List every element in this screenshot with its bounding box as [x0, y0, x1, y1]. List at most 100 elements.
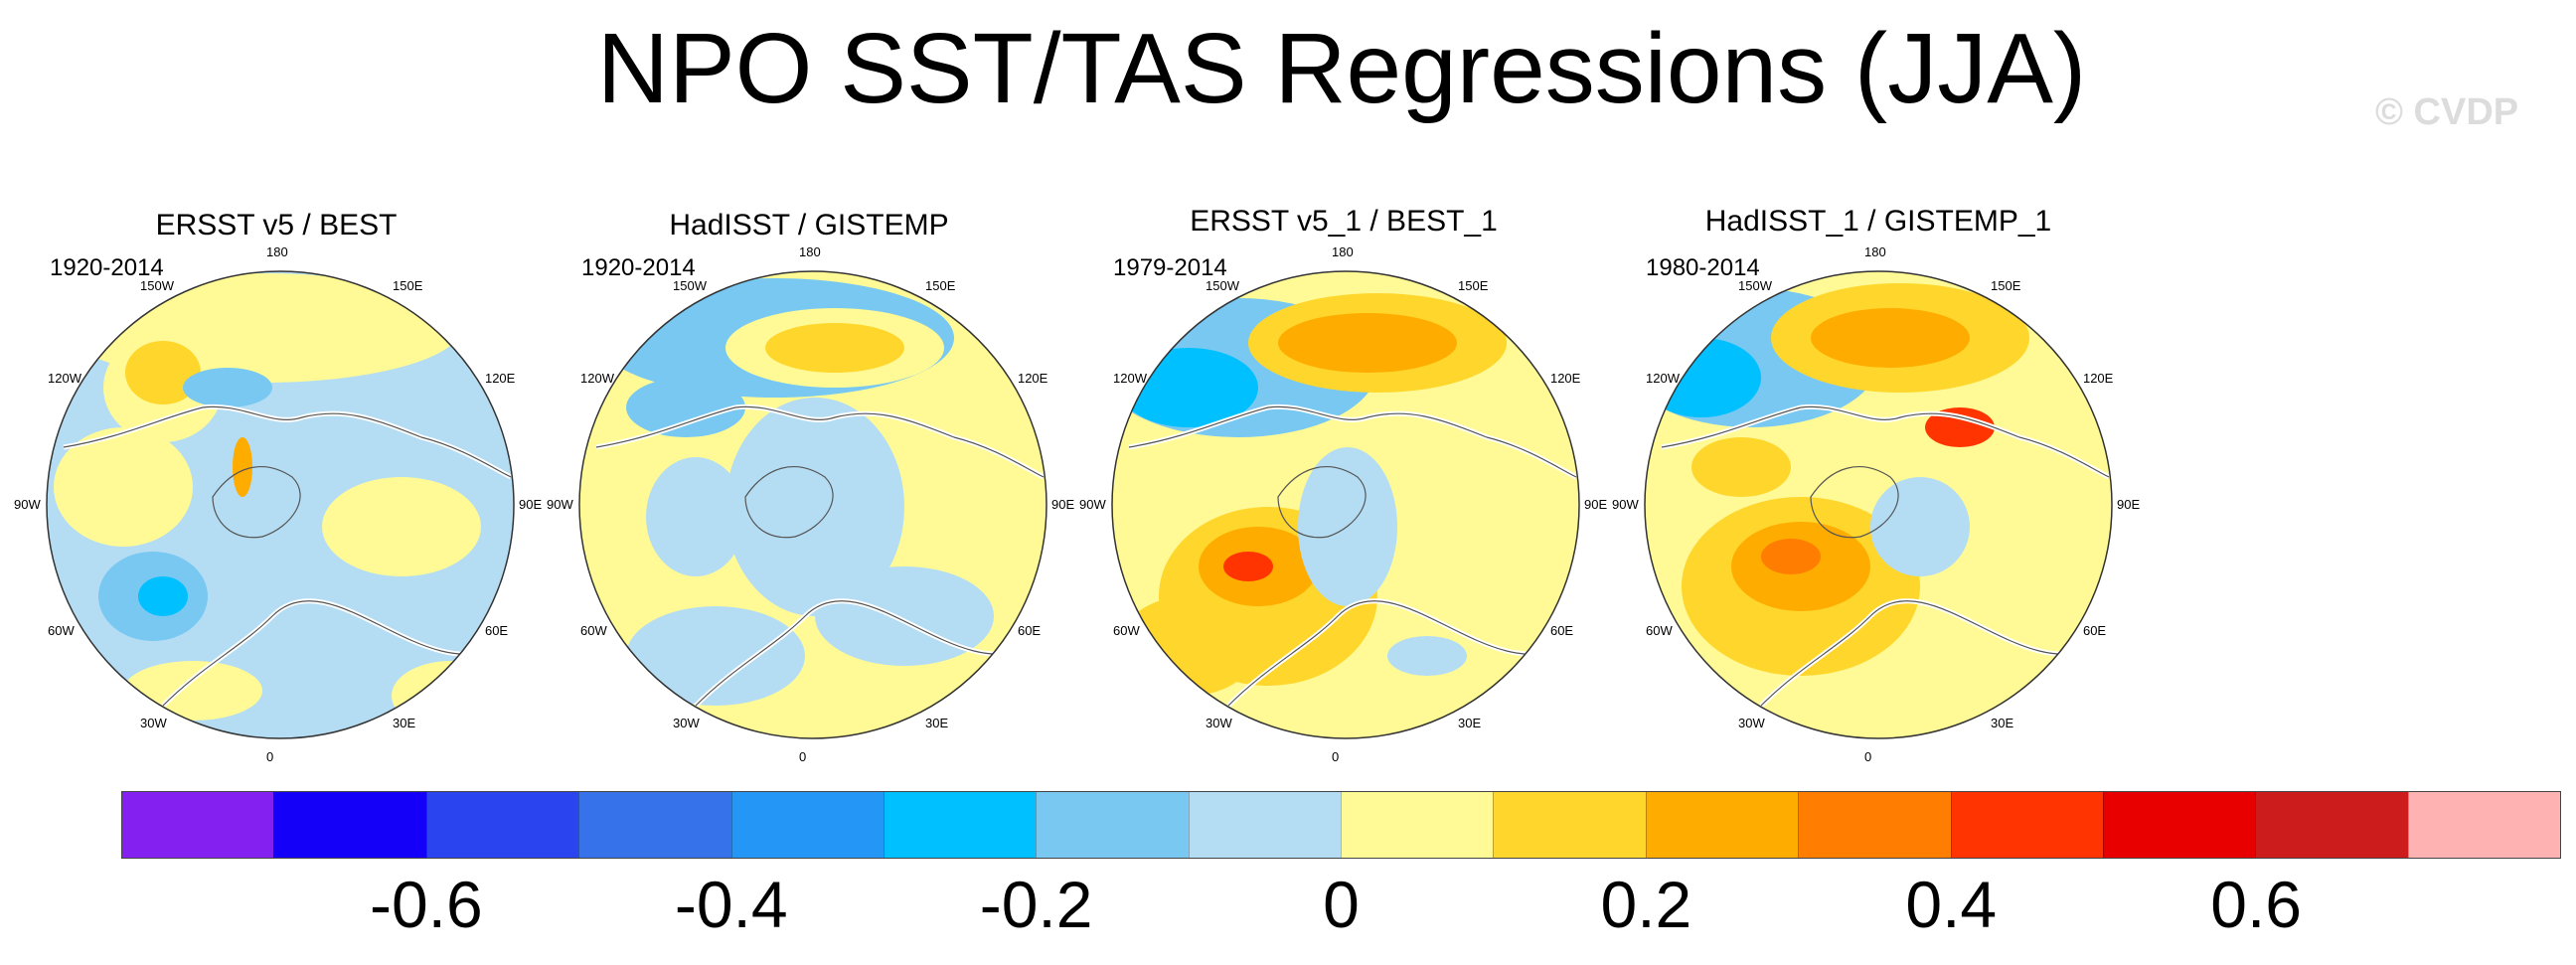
contour-region — [54, 427, 193, 547]
contour-region — [183, 368, 272, 407]
contour-region — [725, 398, 904, 616]
coastline — [744, 466, 834, 539]
longitude-label: 150W — [673, 278, 707, 294]
colorbar-box — [2102, 792, 2256, 858]
longitude-label: 120E — [1549, 371, 1581, 386]
longitude-label: 60E — [1017, 623, 1042, 638]
colorbar — [121, 791, 2561, 859]
contour-region — [626, 606, 805, 706]
longitude-label: 150E — [393, 278, 423, 294]
longitude-label: 150E — [1991, 278, 2021, 294]
longitude-label: 120W — [48, 371, 81, 386]
panel-period-4: 1980-2014 — [1646, 254, 1760, 281]
longitude-label: 90E — [1051, 497, 1075, 512]
longitude-label: 30E — [925, 715, 949, 730]
contour-region — [1870, 477, 1970, 576]
coastline — [63, 405, 512, 478]
contour-region — [233, 437, 252, 497]
contour-region — [1387, 636, 1467, 676]
map-boundary — [46, 270, 515, 739]
coastline — [1661, 405, 2110, 478]
longitude-label: 0 — [799, 749, 807, 764]
longitude-label: 90W — [1079, 497, 1106, 512]
longitude-label: 30W — [1206, 715, 1232, 730]
longitude-label: 30E — [393, 715, 416, 730]
contour-region — [1223, 552, 1273, 581]
longitude-label: 90W — [1612, 497, 1639, 512]
colorbar-box — [1493, 792, 1646, 858]
longitude-label: 120E — [484, 371, 516, 386]
longitude-label: 150W — [140, 278, 174, 294]
contour-region — [1811, 308, 1970, 368]
colorbar-box — [2255, 792, 2408, 858]
panel-title-4: HadISST_1 / GISTEMP_1 — [1704, 205, 2052, 238]
contour-region — [765, 323, 904, 373]
longitude-label: 90E — [1584, 497, 1608, 512]
polar-map-3 — [1111, 270, 1580, 739]
colorbar-box — [2407, 792, 2560, 858]
longitude-label: 0 — [1332, 749, 1340, 764]
longitude-label: 60W — [1646, 623, 1673, 638]
longitude-label: 150W — [1738, 278, 1772, 294]
longitude-label: 0 — [266, 749, 274, 764]
longitude-label: 30W — [673, 715, 700, 730]
polar-map-2 — [578, 270, 1047, 739]
longitude-label: 60E — [1549, 623, 1574, 638]
colorbar-tick: -0.6 — [370, 868, 483, 941]
longitude-label: 180 — [266, 244, 288, 259]
longitude-label: 120E — [2082, 371, 2114, 386]
watermark: © CVDP — [2375, 91, 2519, 133]
longitude-label: 90E — [519, 497, 543, 512]
contour-region — [626, 378, 745, 437]
panel-title-3: ERSST v5_1 / BEST_1 — [1190, 205, 1498, 238]
coastline — [1227, 600, 1567, 707]
contour-region — [138, 576, 188, 616]
panel-title-1: ERSST v5 / BEST — [155, 209, 398, 241]
longitude-label: 60W — [48, 623, 75, 638]
contour-region — [322, 477, 481, 576]
map-boundary — [1644, 270, 2113, 739]
contour-region — [125, 341, 201, 404]
panel-period-2: 1920-2014 — [581, 254, 696, 281]
colorbar-tick: 0.4 — [1905, 868, 1998, 941]
contour-region — [1119, 596, 1258, 696]
panel-period-1: 1920-2014 — [50, 254, 164, 281]
colorbar-box — [425, 792, 579, 858]
contour-region — [1925, 407, 1995, 447]
colorbar-box — [1798, 792, 1951, 858]
colorbar-tick: -0.2 — [979, 868, 1093, 941]
contour-region — [1761, 539, 1821, 574]
longitude-label: 150E — [1458, 278, 1489, 294]
colorbar-box — [122, 792, 274, 858]
colorbar-box — [1341, 792, 1494, 858]
longitude-label: 120W — [1113, 371, 1147, 386]
longitude-label: 0 — [1864, 749, 1872, 764]
colorbar-box — [1188, 792, 1341, 858]
longitude-label: 30E — [1991, 715, 2014, 730]
colorbar-box — [1645, 792, 1799, 858]
coastline — [162, 600, 502, 707]
longitude-label: 60W — [580, 623, 607, 638]
coastline — [1810, 466, 1899, 539]
colorbar-tick: -0.4 — [674, 868, 788, 941]
contour-region — [1278, 313, 1457, 373]
colorbar-box — [1950, 792, 2103, 858]
longitude-label: 120E — [1017, 371, 1048, 386]
colorbar-tick: 0.6 — [2210, 868, 2302, 941]
coastline — [695, 600, 1035, 707]
longitude-label: 150E — [925, 278, 956, 294]
longitude-label: 150W — [1206, 278, 1239, 294]
coastline — [1277, 466, 1367, 539]
longitude-label: 90E — [2117, 497, 2141, 512]
longitude-label: 30W — [1738, 715, 1765, 730]
longitude-label: 90W — [14, 497, 41, 512]
map-boundary — [1111, 270, 1580, 739]
longitude-label: 180 — [1864, 244, 1886, 259]
coastline — [1128, 405, 1577, 478]
longitude-label: 60E — [484, 623, 509, 638]
figure-title: NPO SST/TAS Regressions (JJA) — [596, 13, 2087, 124]
longitude-label: 90W — [547, 497, 573, 512]
polar-map-1 — [46, 270, 515, 739]
panel-title-2: HadISST / GISTEMP — [669, 209, 949, 241]
colorbar-box — [883, 792, 1037, 858]
